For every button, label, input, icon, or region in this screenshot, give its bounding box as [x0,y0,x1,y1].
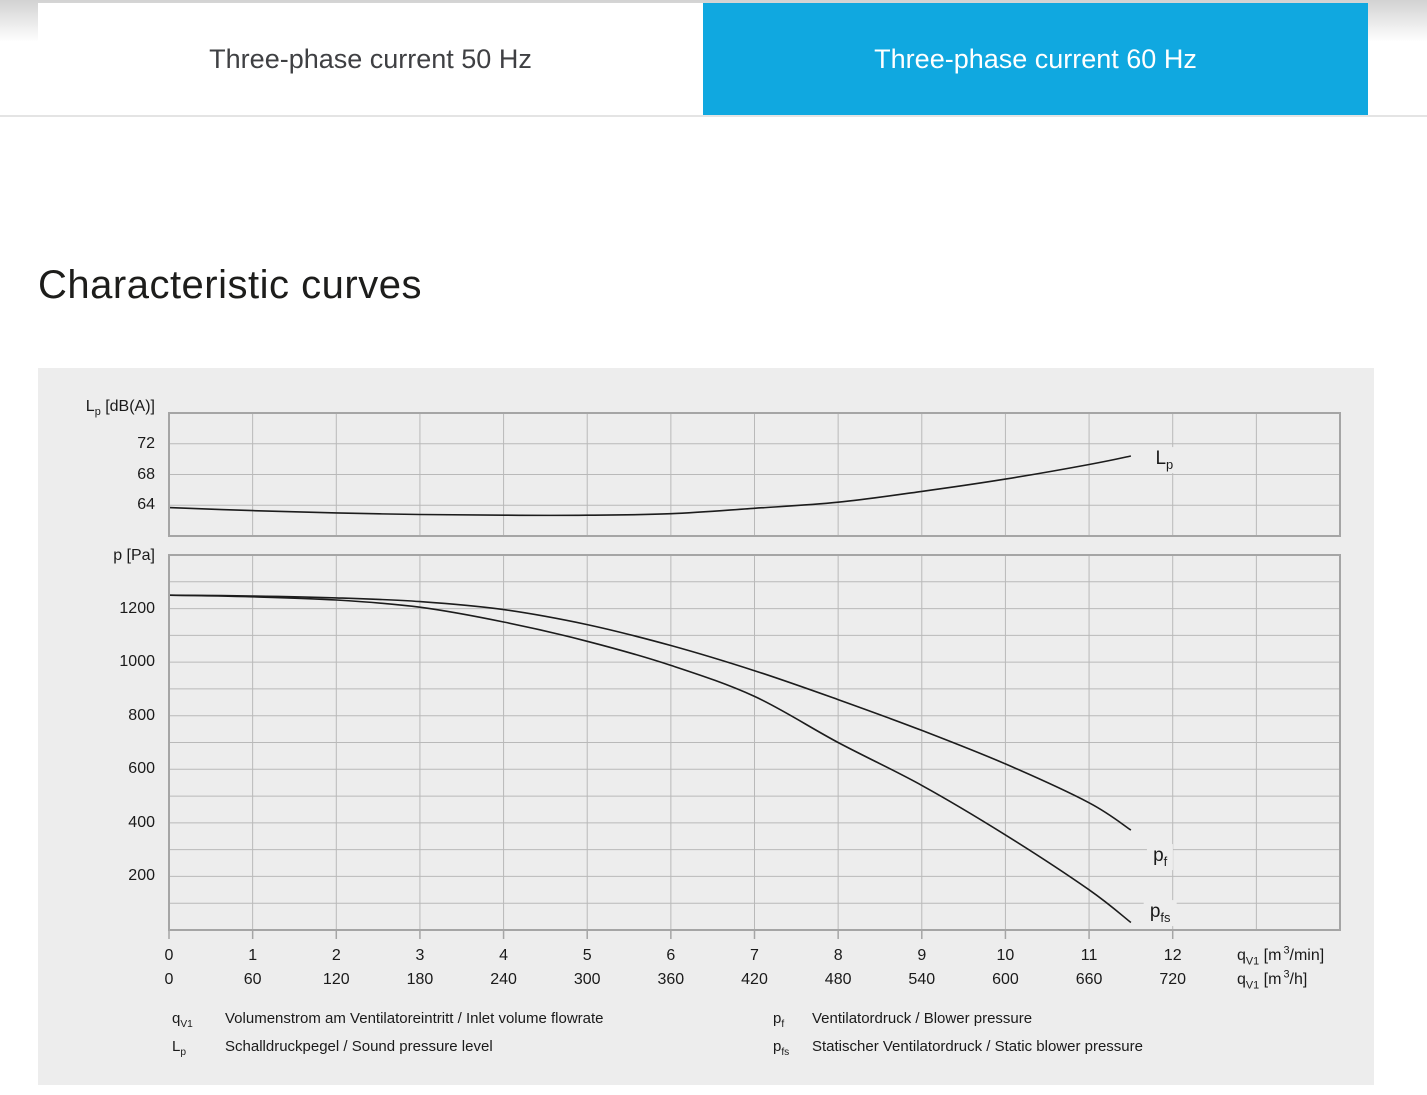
legend-right-column: pf Ventilatordruck / Blower pressure pfs… [773,1008,1143,1063]
curve-pf [168,594,1132,831]
axis-tick-label: 200 [128,867,155,885]
x-axis-unit-m3h: qV1 [m 3/h] [1237,968,1308,992]
page-title: Characteristic curves [38,263,422,307]
axis-tick-label: 0 [164,947,174,964]
characteristic-curves-chart [168,412,1341,939]
legend-text: Schalldruckpegel / Sound pressure level [225,1037,493,1055]
frequency-tab-bar: Three-phase current 50 Hz Three-phase cu… [38,3,1368,115]
legend-row-pf: pf Ventilatordruck / Blower pressure [773,1008,1143,1036]
tab-three-phase-50hz[interactable]: Three-phase current 50 Hz [38,3,703,115]
axis-tick-label: 800 [128,706,155,724]
axis-tick-label: 60 [243,971,262,988]
x-axis-unit-m3min: qV1 [m 3/min] [1237,944,1325,968]
axis-tick-label: 11 [1080,947,1098,964]
tab-label: Three-phase current 60 Hz [874,43,1197,74]
axis-tick-label: 1000 [119,653,155,671]
axis-tick-label: 600 [128,760,155,778]
axis-tick-label: 180 [406,971,434,988]
axis-tick-label: 9 [917,947,927,964]
axis-tick-label: 600 [992,971,1019,988]
legend-row-qv1: qV1 Volumenstrom am Ventilatoreintritt /… [172,1008,604,1036]
legend-symbol: pf [773,1010,785,1030]
axis-tick-label: 68 [137,465,155,483]
axis-tick-label: 1200 [119,599,155,617]
curve-label-pf: pf [1147,844,1174,871]
tab-label: Three-phase current 50 Hz [209,43,532,74]
axis-tick-label: 660 [1075,971,1103,988]
axis-tick-label: 400 [128,813,155,831]
axis-tick-label: 3 [415,947,425,964]
legend-text: Volumenstrom am Ventilatoreintritt / Inl… [225,1010,604,1027]
axis-tick-label: 360 [657,971,685,988]
axis-tick-label: 540 [908,971,936,988]
curve-label-lp: Lp [1149,446,1180,473]
legend-text: Ventilatordruck / Blower pressure [812,1010,1033,1027]
legend-row-lp: Lp Schalldruckpegel / Sound pressure lev… [172,1036,604,1064]
curve-lp [168,455,1132,517]
axis-tick-label: 7 [750,947,759,964]
curve-label-pfs: pfs [1143,899,1177,926]
axis-tick-label: 300 [573,971,601,988]
axis-tick-label: 0 [164,971,174,988]
y-axis-label-pressure: p [Pa] [113,547,155,564]
legend-row-pfs: pfs Statischer Ventilatordruck / Static … [773,1036,1143,1064]
axis-tick-label: 12 [1163,947,1182,964]
axis-tick-label: 6 [666,947,676,964]
axis-tick-label: 72 [137,434,155,452]
legend-text: Statischer Ventilatordruck / Static blow… [812,1037,1143,1055]
axis-tick-label: 8 [833,947,843,964]
axis-tick-label: 1 [248,947,258,964]
axis-tick-label: 2 [331,947,341,964]
axis-tick-label: 420 [741,971,768,988]
tab-three-phase-60hz[interactable]: Three-phase current 60 Hz [703,3,1368,115]
legend-left-column: qV1 Volumenstrom am Ventilatoreintritt /… [172,1008,604,1063]
axis-tick-label: 480 [824,971,852,988]
axis-tick-label: 64 [137,496,155,514]
legend-symbol: Lp [172,1037,187,1058]
y-axis-label-sound: Lp [dB(A)] [85,397,155,419]
legend-symbol: pfs [773,1037,790,1058]
legend-symbol: qV1 [172,1010,193,1030]
axis-tick-label: 4 [499,947,509,964]
characteristic-curves-panel: Lp [dB(A)] p [Pa] qV1 [m 3/min] qV1 [m 3/h… [38,368,1374,1085]
axis-tick-label: 120 [322,971,350,988]
axis-tick-label: 240 [490,971,517,988]
axis-tick-label: 720 [1159,971,1187,988]
tab-row-underline [0,115,1427,117]
axis-tick-label: 10 [996,947,1015,964]
curve-pfs [168,594,1132,924]
axis-tick-label: 5 [582,947,592,964]
